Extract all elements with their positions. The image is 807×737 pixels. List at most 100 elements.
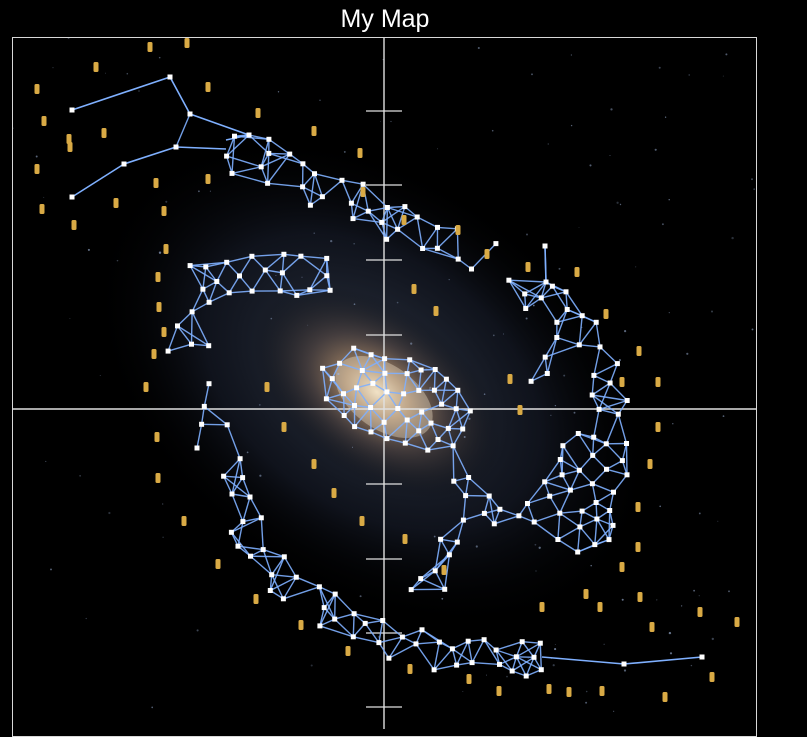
resource-token-icon[interactable] xyxy=(497,686,502,696)
resource-token-icon[interactable] xyxy=(636,502,641,512)
star-node-icon[interactable] xyxy=(516,513,521,518)
star-node-icon[interactable] xyxy=(363,621,368,626)
star-node-icon[interactable] xyxy=(607,508,612,513)
star-node-icon[interactable] xyxy=(532,655,537,660)
star-node-icon[interactable] xyxy=(514,654,519,659)
star-node-icon[interactable] xyxy=(451,443,456,448)
star-node-icon[interactable] xyxy=(333,592,338,597)
star-node-icon[interactable] xyxy=(122,162,127,167)
star-node-icon[interactable] xyxy=(265,181,270,186)
star-node-icon[interactable] xyxy=(366,209,371,214)
star-node-icon[interactable] xyxy=(550,284,555,289)
resource-token-icon[interactable] xyxy=(94,62,99,72)
resource-token-icon[interactable] xyxy=(144,382,149,392)
resource-token-icon[interactable] xyxy=(312,459,317,469)
star-node-icon[interactable] xyxy=(214,279,219,284)
resource-token-icon[interactable] xyxy=(567,687,572,697)
star-node-icon[interactable] xyxy=(454,406,459,411)
star-node-icon[interactable] xyxy=(351,346,356,351)
star-node-icon[interactable] xyxy=(324,256,329,261)
star-node-icon[interactable] xyxy=(419,368,424,373)
star-node-icon[interactable] xyxy=(188,263,193,268)
star-node-icon[interactable] xyxy=(455,540,460,545)
star-node-icon[interactable] xyxy=(493,241,498,246)
resource-token-icon[interactable] xyxy=(35,84,40,94)
star-node-icon[interactable] xyxy=(405,418,410,423)
star-node-icon[interactable] xyxy=(352,611,357,616)
resource-token-icon[interactable] xyxy=(254,594,259,604)
resource-token-icon[interactable] xyxy=(656,377,661,387)
star-node-icon[interactable] xyxy=(439,402,444,407)
resource-token-icon[interactable] xyxy=(358,148,363,158)
star-node-icon[interactable] xyxy=(432,388,437,393)
star-node-icon[interactable] xyxy=(532,520,537,525)
star-node-icon[interactable] xyxy=(207,300,212,305)
star-node-icon[interactable] xyxy=(341,391,346,396)
star-node-icon[interactable] xyxy=(230,171,235,176)
star-node-icon[interactable] xyxy=(236,544,241,549)
star-node-icon[interactable] xyxy=(382,420,387,425)
star-node-icon[interactable] xyxy=(175,323,180,328)
star-node-icon[interactable] xyxy=(370,381,375,386)
star-node-icon[interactable] xyxy=(611,490,616,495)
star-node-icon[interactable] xyxy=(240,519,245,524)
resource-token-icon[interactable] xyxy=(102,128,107,138)
star-node-icon[interactable] xyxy=(539,295,544,300)
resource-token-icon[interactable] xyxy=(164,244,169,254)
star-node-icon[interactable] xyxy=(564,289,569,294)
star-node-icon[interactable] xyxy=(206,343,211,348)
star-node-icon[interactable] xyxy=(294,293,299,298)
star-node-icon[interactable] xyxy=(419,410,424,415)
star-node-icon[interactable] xyxy=(281,596,286,601)
resource-token-icon[interactable] xyxy=(467,674,472,684)
star-node-icon[interactable] xyxy=(432,667,437,672)
resource-token-icon[interactable] xyxy=(648,459,653,469)
resource-token-icon[interactable] xyxy=(698,607,703,617)
resource-token-icon[interactable] xyxy=(620,377,625,387)
resource-token-icon[interactable] xyxy=(638,592,643,602)
star-node-icon[interactable] xyxy=(625,398,630,403)
star-node-icon[interactable] xyxy=(592,542,597,547)
star-node-icon[interactable] xyxy=(554,320,559,325)
star-node-icon[interactable] xyxy=(455,388,460,393)
star-node-icon[interactable] xyxy=(395,406,400,411)
resource-token-icon[interactable] xyxy=(312,126,317,136)
star-node-icon[interactable] xyxy=(168,75,173,80)
resource-token-icon[interactable] xyxy=(155,432,160,442)
star-node-icon[interactable] xyxy=(700,655,705,660)
star-node-icon[interactable] xyxy=(259,164,264,169)
star-node-icon[interactable] xyxy=(384,237,389,242)
star-node-icon[interactable] xyxy=(414,641,419,646)
star-node-icon[interactable] xyxy=(248,554,253,559)
star-node-icon[interactable] xyxy=(340,178,345,183)
star-node-icon[interactable] xyxy=(195,446,200,451)
star-node-icon[interactable] xyxy=(446,426,451,431)
resource-token-icon[interactable] xyxy=(508,374,513,384)
star-node-icon[interactable] xyxy=(322,605,327,610)
star-node-icon[interactable] xyxy=(300,161,305,166)
star-node-icon[interactable] xyxy=(568,488,573,493)
star-node-icon[interactable] xyxy=(249,254,254,259)
star-node-icon[interactable] xyxy=(429,421,434,426)
star-node-icon[interactable] xyxy=(577,468,582,473)
resource-token-icon[interactable] xyxy=(256,108,261,118)
star-node-icon[interactable] xyxy=(225,422,230,427)
resource-token-icon[interactable] xyxy=(600,686,605,696)
resource-token-icon[interactable] xyxy=(206,82,211,92)
star-node-icon[interactable] xyxy=(560,443,565,448)
star-node-icon[interactable] xyxy=(238,456,243,461)
star-node-icon[interactable] xyxy=(369,352,374,357)
star-node-icon[interactable] xyxy=(70,195,75,200)
star-node-icon[interactable] xyxy=(332,617,337,622)
star-node-icon[interactable] xyxy=(268,588,273,593)
star-node-icon[interactable] xyxy=(402,204,407,209)
star-node-icon[interactable] xyxy=(320,366,325,371)
star-node-icon[interactable] xyxy=(337,361,342,366)
resource-token-icon[interactable] xyxy=(346,646,351,656)
star-node-icon[interactable] xyxy=(447,552,452,557)
star-node-icon[interactable] xyxy=(294,575,299,580)
star-node-icon[interactable] xyxy=(482,637,487,642)
star-node-icon[interactable] xyxy=(280,270,285,275)
resource-token-icon[interactable] xyxy=(157,302,162,312)
star-node-icon[interactable] xyxy=(435,246,440,251)
